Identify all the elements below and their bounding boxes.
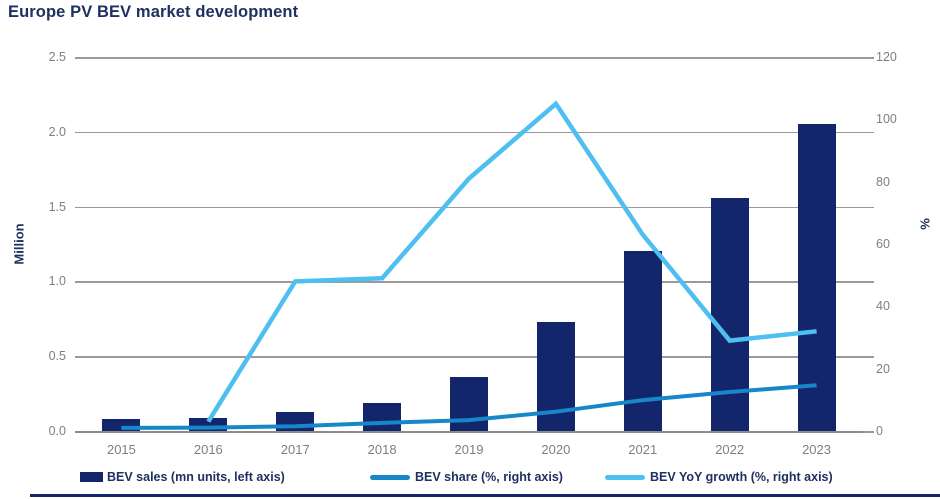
right-tick-label: 0 bbox=[876, 424, 883, 438]
year-label: 2017 bbox=[280, 442, 310, 457]
right-tick-label: 100 bbox=[876, 112, 897, 127]
chart-title: Europe PV BEV market development bbox=[8, 3, 299, 21]
right-tick-label: 80 bbox=[876, 174, 890, 189]
year-label: 2015 bbox=[106, 442, 136, 457]
right-axis-tick bbox=[850, 206, 874, 209]
year-label: 2016 bbox=[193, 442, 223, 457]
year-label: 2020 bbox=[541, 442, 571, 457]
gridline bbox=[75, 57, 860, 59]
right-tick-label: 60 bbox=[876, 237, 890, 251]
year-label: 2023 bbox=[802, 442, 831, 457]
right-axis-tick bbox=[850, 57, 874, 59]
right-tick-label: 120 bbox=[876, 50, 897, 64]
legend-bar-swatch bbox=[80, 472, 103, 482]
year-label: 2022 bbox=[715, 442, 745, 457]
right-tick-label: 20 bbox=[876, 361, 890, 376]
bottom-rule bbox=[30, 494, 940, 497]
x-axis-line bbox=[75, 431, 863, 433]
legend-label: BEV sales (mn units, left axis) bbox=[107, 470, 285, 484]
year-label: 2018 bbox=[367, 442, 397, 457]
right-axis-tick bbox=[850, 356, 874, 358]
legend-label: BEV share (%, right axis) bbox=[415, 470, 563, 484]
left-tick-label: 0.0 bbox=[48, 424, 66, 438]
right-axis-tick bbox=[850, 281, 874, 283]
year-label: 2021 bbox=[628, 442, 658, 457]
year-label: 2019 bbox=[454, 442, 484, 457]
left-tick-label: 2.0 bbox=[48, 124, 66, 139]
left-tick-label: 2.5 bbox=[48, 50, 66, 64]
legend-label: BEV YoY growth (%, right axis) bbox=[650, 470, 833, 484]
left-tick-label: 1.0 bbox=[48, 274, 66, 289]
left-tick-label: 0.5 bbox=[48, 349, 66, 364]
legend-line-swatch bbox=[605, 475, 645, 480]
legend-line-swatch bbox=[370, 475, 410, 480]
right-axis-tick bbox=[850, 131, 874, 134]
left-tick-label: 1.5 bbox=[48, 199, 66, 214]
right-tick-label: 40 bbox=[876, 299, 890, 314]
